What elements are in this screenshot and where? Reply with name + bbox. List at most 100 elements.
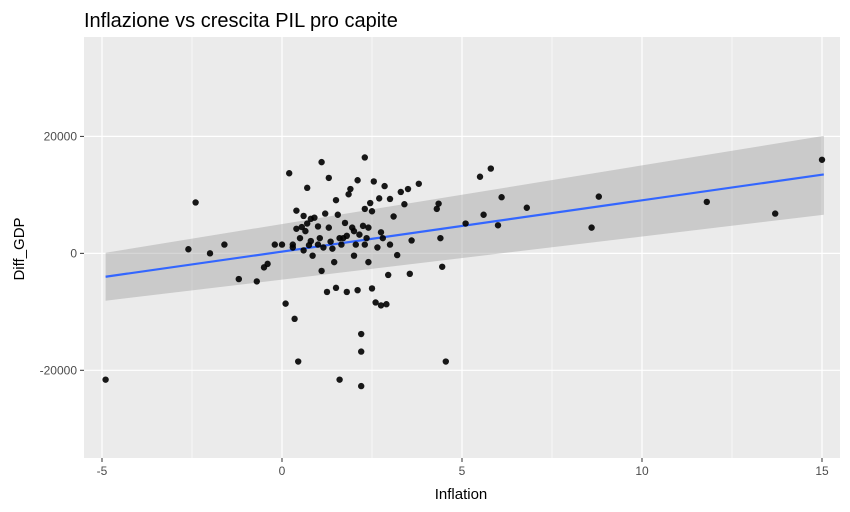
- data-point: [327, 238, 334, 245]
- y-tick-label: 0: [70, 246, 77, 260]
- y-tick-label: 20000: [44, 129, 78, 143]
- data-point: [480, 211, 487, 218]
- data-point: [498, 194, 505, 201]
- data-point: [338, 241, 345, 248]
- x-axis-title: Inflation: [435, 486, 488, 503]
- data-point: [318, 158, 325, 166]
- data-point: [350, 252, 358, 259]
- data-point: [381, 182, 388, 190]
- data-point: [372, 299, 379, 306]
- data-point: [314, 223, 322, 230]
- data-point: [487, 165, 494, 172]
- data-point: [295, 358, 302, 365]
- data-point: [376, 195, 383, 202]
- data-point: [314, 241, 322, 248]
- data-point: [476, 173, 484, 180]
- data-point: [325, 174, 332, 182]
- data-point: [291, 315, 298, 323]
- data-point: [439, 263, 446, 270]
- data-point: [365, 224, 372, 231]
- data-point: [307, 237, 314, 245]
- data-point: [264, 260, 271, 268]
- y-axis-ticks: -20000 0 20000: [40, 129, 84, 377]
- data-point: [494, 222, 502, 229]
- data-point: [377, 302, 385, 309]
- x-tick-label: 5: [459, 464, 466, 478]
- data-point: [341, 219, 349, 227]
- data-point: [325, 224, 332, 231]
- data-point: [358, 330, 365, 338]
- data-point: [309, 252, 316, 259]
- confidence-band: [105, 135, 824, 301]
- data-point: [300, 247, 307, 254]
- data-point: [397, 188, 404, 196]
- data-point: [185, 246, 192, 253]
- data-point: [386, 241, 394, 248]
- data-point: [401, 201, 408, 208]
- data-point: [368, 285, 376, 292]
- data-point: [322, 210, 329, 217]
- data-point: [336, 376, 343, 383]
- data-point: [289, 244, 296, 251]
- data-point: [385, 271, 392, 279]
- data-point: [358, 382, 365, 390]
- data-point: [356, 231, 363, 238]
- data-point: [404, 185, 412, 193]
- x-tick-label: 10: [635, 464, 649, 478]
- data-point: [235, 275, 242, 283]
- data-point: [350, 227, 358, 235]
- y-axis-title: Diff_GDP: [11, 217, 28, 280]
- data-point: [282, 300, 289, 307]
- data-point: [442, 358, 449, 365]
- data-point: [772, 210, 779, 217]
- data-point: [435, 200, 442, 207]
- data-point: [192, 199, 199, 206]
- data-point: [377, 229, 385, 236]
- data-point: [323, 288, 331, 296]
- data-point: [304, 220, 311, 227]
- data-point: [293, 207, 300, 214]
- data-point: [406, 270, 413, 278]
- data-point: [367, 199, 374, 207]
- data-point: [390, 213, 397, 220]
- data-point: [374, 244, 381, 251]
- data-point: [352, 241, 359, 248]
- data-point: [332, 284, 340, 292]
- data-points: [102, 154, 826, 390]
- x-tick-label: 15: [815, 464, 829, 478]
- data-point: [206, 250, 214, 257]
- data-point: [271, 241, 278, 248]
- data-point: [370, 178, 377, 185]
- data-point: [361, 154, 368, 161]
- data-point: [595, 193, 602, 200]
- data-point: [433, 205, 440, 213]
- data-point: [334, 211, 341, 218]
- data-point: [462, 220, 469, 227]
- data-point: [415, 180, 422, 187]
- chart-title: Inflazione vs crescita PIL pro capite: [84, 10, 398, 32]
- data-point: [331, 258, 338, 266]
- data-point: [345, 191, 352, 198]
- data-point: [302, 227, 309, 235]
- data-point: [523, 204, 530, 211]
- data-point: [343, 232, 350, 240]
- data-point: [221, 241, 228, 248]
- data-point: [437, 234, 444, 242]
- data-point: [359, 222, 367, 230]
- data-point: [363, 234, 370, 242]
- data-point: [408, 237, 415, 244]
- data-point: [354, 177, 361, 184]
- data-point: [253, 278, 260, 285]
- data-point: [102, 376, 109, 383]
- data-point: [329, 245, 336, 252]
- x-axis-ticks: -5 0 5 10 15: [97, 458, 829, 478]
- data-point: [386, 195, 394, 203]
- data-point: [278, 241, 286, 248]
- data-point: [320, 244, 327, 251]
- data-point: [296, 234, 304, 242]
- data-point: [300, 212, 307, 220]
- data-point: [332, 196, 340, 204]
- data-point: [293, 225, 300, 232]
- data-point: [368, 208, 376, 215]
